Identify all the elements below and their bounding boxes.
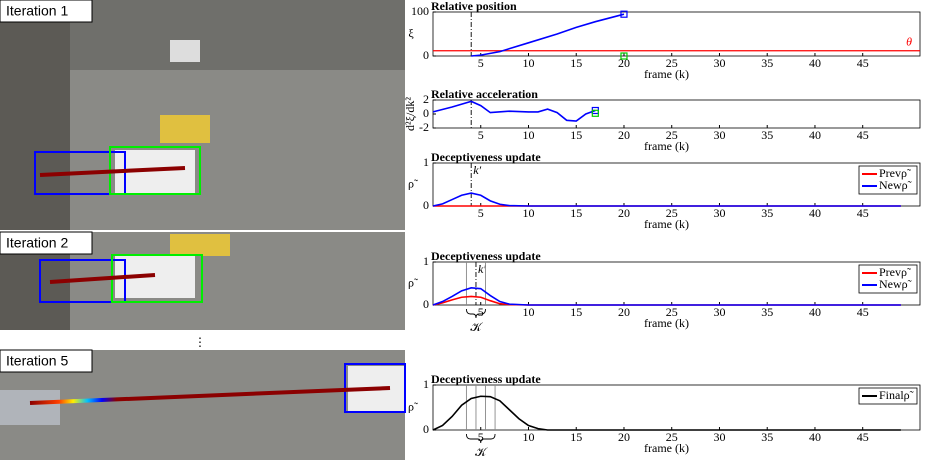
x-tick-label: 40 <box>809 305 821 319</box>
chart-title: Relative acceleration <box>431 87 538 101</box>
x-tick-label: 35 <box>761 430 773 444</box>
photo-car <box>170 234 230 256</box>
x-axis-label: frame (k) <box>644 316 689 330</box>
x-tick-label: 5 <box>478 128 484 142</box>
x-tick-label: 40 <box>809 206 821 220</box>
legend-label: Newρ̃ <box>879 277 912 291</box>
x-tick-label: 20 <box>618 56 630 70</box>
photo-panel: Iteration 5 <box>0 350 405 460</box>
x-tick-label: 35 <box>761 56 773 70</box>
x-axis-label: frame (k) <box>644 139 689 153</box>
y-tick-label: 0 <box>423 106 429 120</box>
brace-label: 𝒦 <box>470 320 483 334</box>
y-tick-label: 0 <box>423 297 429 311</box>
y-tick-label: 0 <box>423 198 429 212</box>
series-line <box>433 396 901 430</box>
x-tick-label: 10 <box>522 206 534 220</box>
x-tick-label: 45 <box>857 206 869 220</box>
x-tick-label: 15 <box>570 430 582 444</box>
photo-car <box>0 390 60 425</box>
plot-frame <box>433 262 920 305</box>
x-tick-label: 45 <box>857 56 869 70</box>
legend-label: Newρ̃ <box>879 178 912 192</box>
chart-title: Relative position <box>431 0 517 13</box>
ellipsis: ⋮ <box>194 335 206 349</box>
x-tick-label: 15 <box>570 56 582 70</box>
photo-building <box>0 0 70 230</box>
x-tick-label: 20 <box>618 430 630 444</box>
x-tick-label: 30 <box>713 56 725 70</box>
panel-label: Iteration 2 <box>6 235 68 251</box>
threshold-label: θ <box>906 34 912 48</box>
x-tick-label: 20 <box>618 206 630 220</box>
photo-car <box>160 115 210 143</box>
photo-panel: Iteration 2 <box>0 232 405 330</box>
x-tick-label: 10 <box>522 128 534 142</box>
x-tick-label: 35 <box>761 206 773 220</box>
x-tick-label: 35 <box>761 305 773 319</box>
y-axis-label: ρ̃ <box>408 399 418 413</box>
y-tick-label: 1 <box>423 377 429 391</box>
x-tick-label: 40 <box>809 128 821 142</box>
y-axis-label: ρ̃ <box>408 176 418 190</box>
x-tick-label: 30 <box>713 128 725 142</box>
series-line <box>433 101 595 121</box>
x-tick-label: 10 <box>522 430 534 444</box>
y-tick-label: 100 <box>411 4 429 18</box>
y-axis-label: ξ <box>408 26 414 40</box>
x-tick-label: 40 <box>809 56 821 70</box>
x-axis-label: frame (k) <box>644 67 689 81</box>
chart-title: Deceptiveness update <box>431 150 541 164</box>
x-tick-label: 35 <box>761 128 773 142</box>
x-axis-label: frame (k) <box>644 217 689 231</box>
panel-label: Iteration 5 <box>6 353 68 369</box>
x-tick-label: 10 <box>522 56 534 70</box>
photo-panel: Iteration 1 <box>0 0 405 230</box>
x-axis-label: frame (k) <box>644 441 689 455</box>
reference-label: k′ <box>473 163 481 177</box>
y-tick-label: -2 <box>419 120 429 134</box>
y-tick-label: 0 <box>423 48 429 62</box>
series-line <box>433 296 901 305</box>
x-tick-label: 15 <box>570 206 582 220</box>
figure: Iteration 1 Iteration 2 ⋮ Iteration 5 Re… <box>0 0 929 461</box>
x-tick-label: 5 <box>478 56 484 70</box>
y-axis-label: ρ̃ <box>408 275 418 289</box>
series-line <box>433 193 901 206</box>
photo-car <box>170 40 200 62</box>
x-tick-label: 5 <box>478 305 484 319</box>
y-axis-label: d²ξ/dk² <box>403 97 417 131</box>
x-tick-label: 15 <box>570 128 582 142</box>
chart-title: Deceptiveness update <box>431 372 541 386</box>
x-tick-label: 30 <box>713 305 725 319</box>
x-tick-label: 45 <box>857 128 869 142</box>
x-tick-label: 45 <box>857 305 869 319</box>
y-tick-label: 1 <box>423 254 429 268</box>
x-tick-label: 30 <box>713 430 725 444</box>
y-tick-label: 2 <box>423 92 429 106</box>
series-line <box>471 14 624 56</box>
plot-frame <box>433 100 920 128</box>
x-tick-label: 40 <box>809 430 821 444</box>
x-tick-label: 10 <box>522 305 534 319</box>
series-line <box>433 288 901 305</box>
x-tick-label: 15 <box>570 305 582 319</box>
x-tick-label: 5 <box>478 206 484 220</box>
x-tick-label: 30 <box>713 206 725 220</box>
legend-label: Finalρ̃ <box>879 388 914 402</box>
panel-label: Iteration 1 <box>6 3 68 19</box>
x-tick-label: 20 <box>618 128 630 142</box>
plot-frame <box>433 163 920 206</box>
chart-title: Deceptiveness update <box>431 249 541 263</box>
brace-label: 𝒦 <box>475 445 488 459</box>
x-tick-label: 45 <box>857 430 869 444</box>
x-tick-label: 20 <box>618 305 630 319</box>
y-tick-label: 0 <box>423 422 429 436</box>
y-tick-label: 1 <box>423 155 429 169</box>
reference-label: k′ <box>478 262 486 276</box>
